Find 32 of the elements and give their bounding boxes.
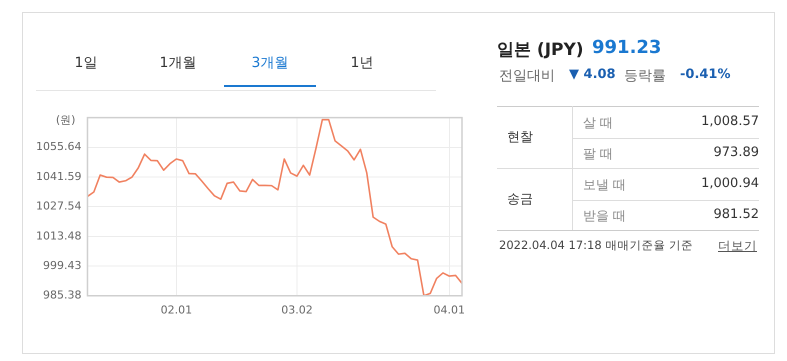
- text: 송금: [507, 191, 533, 208]
- text: 973.89: [714, 145, 759, 160]
- text: 3개월: [224, 54, 316, 87]
- text: ▼ 4.08: [569, 67, 616, 82]
- text: 등락률: [624, 67, 666, 85]
- y-tick-label: 1027.54: [36, 200, 82, 213]
- y-tick-label: 1041.59: [36, 170, 82, 183]
- text: 더보기: [718, 238, 757, 255]
- text: 전일대비: [499, 67, 555, 85]
- text: 팔 때: [583, 146, 614, 163]
- text: 2022.04.04 17:18 매매기준율 기준: [499, 238, 693, 253]
- text: 981.52: [714, 207, 759, 222]
- text: 받을 때: [583, 208, 626, 225]
- text: 1년: [350, 54, 374, 72]
- text: 1,000.94: [701, 176, 759, 191]
- y-tick-label: 985.38: [42, 288, 82, 302]
- x-tick-label: 02.01: [160, 303, 192, 316]
- text: 살 때: [583, 115, 614, 132]
- y-tick-label: 999.43: [42, 258, 82, 272]
- text: 현찰: [507, 129, 533, 146]
- text: 일본 (JPY): [497, 39, 584, 61]
- text: 1개월: [158, 54, 198, 72]
- text: 1일: [74, 54, 98, 72]
- text: 991.23: [592, 37, 662, 58]
- y-tick-label: 1055.64: [36, 140, 82, 154]
- y-tick-label: 1013.48: [36, 229, 82, 242]
- x-tick-label: 03.02: [281, 303, 313, 316]
- x-tick-label: 04.01: [434, 303, 466, 316]
- y-axis-title: (원): [56, 113, 76, 126]
- text: 보낼 때: [583, 177, 626, 194]
- text: 1,008.57: [701, 114, 759, 129]
- text: -0.41%: [680, 67, 730, 82]
